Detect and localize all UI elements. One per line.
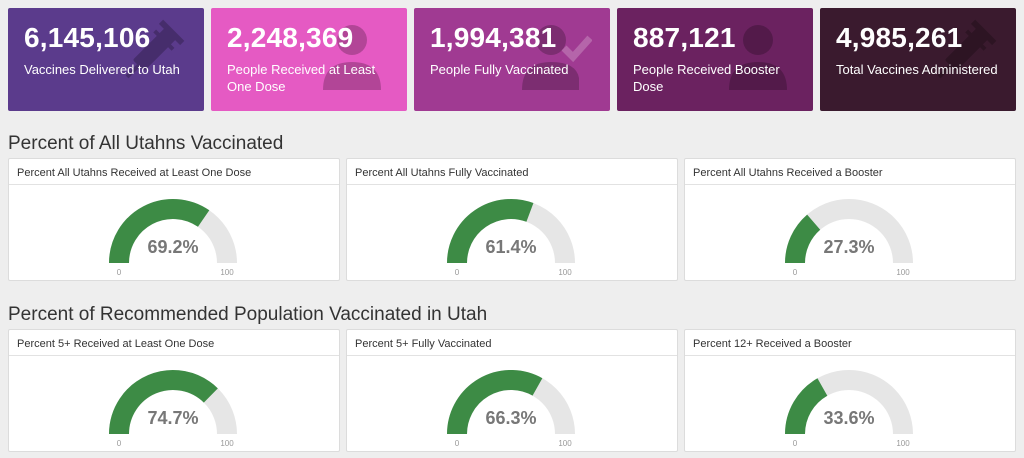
gauge-value: 61.4% xyxy=(485,237,536,257)
person-check-icon xyxy=(522,25,592,90)
gauge-max-label: 100 xyxy=(896,268,910,277)
gauge-value: 33.6% xyxy=(823,408,874,428)
gauge-fill xyxy=(447,199,534,264)
gauge-chart: 69.2% 0 100 xyxy=(109,199,237,277)
stat-value: 887,121 xyxy=(633,22,736,53)
stat-card-one-dose: 2,248,369 People Received at Least One D… xyxy=(211,8,407,111)
gauge-panel-all-one-dose: Percent All Utahns Received at Least One… xyxy=(8,158,340,281)
panel-title: Percent All Utahns Fully Vaccinated xyxy=(347,159,677,185)
syringe-icon xyxy=(125,19,185,79)
stats-row: 6,145,106 Vaccines Delivered to Utah 2,2… xyxy=(8,8,1016,111)
gauge-max-label: 100 xyxy=(558,439,572,448)
gauge-max-label: 100 xyxy=(558,268,572,277)
gauge-chart: 61.4% 0 100 xyxy=(447,199,575,277)
section-title-recommended-population: Percent of Recommended Population Vaccin… xyxy=(8,304,488,325)
panel-title: Percent 12+ Received a Booster xyxy=(685,330,1015,356)
gauge-fill xyxy=(109,199,210,264)
gauge-chart: 33.6% 0 100 xyxy=(785,370,913,448)
stat-label: Vaccines Delivered to Utah xyxy=(24,62,180,77)
gauge-panel-all-booster: Percent All Utahns Received a Booster 27… xyxy=(684,158,1016,281)
gauge-value: 69.2% xyxy=(147,237,198,257)
gauge-fill xyxy=(785,378,828,435)
panel-title: Percent All Utahns Received a Booster xyxy=(685,159,1015,185)
stat-value: 1,994,381 xyxy=(430,22,557,53)
stat-label: People Received at Least One Dose xyxy=(227,62,376,94)
gauge-min-label: 0 xyxy=(793,268,798,277)
gauge-fill xyxy=(447,370,543,435)
gauge-fill xyxy=(109,370,218,435)
gauge-panel-5plus-one-dose: Percent 5+ Received at Least One Dose 74… xyxy=(8,329,340,452)
gauge-value: 27.3% xyxy=(823,237,874,257)
syringe-icon xyxy=(937,19,997,79)
gauge-chart: 74.7% 0 100 xyxy=(109,370,237,448)
gauge-panel-all-fully-vaccinated: Percent All Utahns Fully Vaccinated 61.4… xyxy=(346,158,678,281)
gauge-fill xyxy=(785,214,821,264)
panel-title: Percent 5+ Fully Vaccinated xyxy=(347,330,677,356)
gauge-max-label: 100 xyxy=(220,439,234,448)
person-plus-icon xyxy=(729,25,787,90)
gauge-min-label: 0 xyxy=(117,439,122,448)
stat-label: Total Vaccines Administered xyxy=(836,62,998,77)
gauge-chart: 27.3% 0 100 xyxy=(785,199,913,277)
stat-label: People Fully Vaccinated xyxy=(430,62,569,77)
stat-value: 2,248,369 xyxy=(227,22,354,53)
gauge-min-label: 0 xyxy=(455,268,460,277)
panel-title: Percent 5+ Received at Least One Dose xyxy=(9,330,339,356)
gauge-value: 74.7% xyxy=(147,408,198,428)
stat-label: People Received Booster Dose xyxy=(633,62,780,94)
stat-card-booster: 887,121 People Received Booster Dose xyxy=(617,8,813,111)
gauge-max-label: 100 xyxy=(220,268,234,277)
stat-value: 6,145,106 xyxy=(24,22,151,53)
gauge-chart: 66.3% 0 100 xyxy=(447,370,575,448)
gauge-panel-5plus-fully-vaccinated: Percent 5+ Fully Vaccinated 66.3% 0 100 xyxy=(346,329,678,452)
panel-title: Percent All Utahns Received at Least One… xyxy=(9,159,339,185)
gauge-max-label: 100 xyxy=(896,439,910,448)
stat-card-fully-vaccinated: 1,994,381 People Fully Vaccinated xyxy=(414,8,610,111)
gauge-min-label: 0 xyxy=(117,268,122,277)
stat-card-total-administered: 4,985,261 Total Vaccines Administered xyxy=(820,8,1016,111)
gauge-min-label: 0 xyxy=(455,439,460,448)
person-icon xyxy=(323,25,381,90)
gauge-min-label: 0 xyxy=(793,439,798,448)
gauge-panel-12plus-booster: Percent 12+ Received a Booster 33.6% 0 100 xyxy=(684,329,1016,452)
section-title-all-utahns: Percent of All Utahns Vaccinated xyxy=(8,133,284,154)
stat-value: 4,985,261 xyxy=(836,22,963,53)
stat-card-vaccines-delivered: 6,145,106 Vaccines Delivered to Utah xyxy=(8,8,204,111)
gauge-value: 66.3% xyxy=(485,408,536,428)
